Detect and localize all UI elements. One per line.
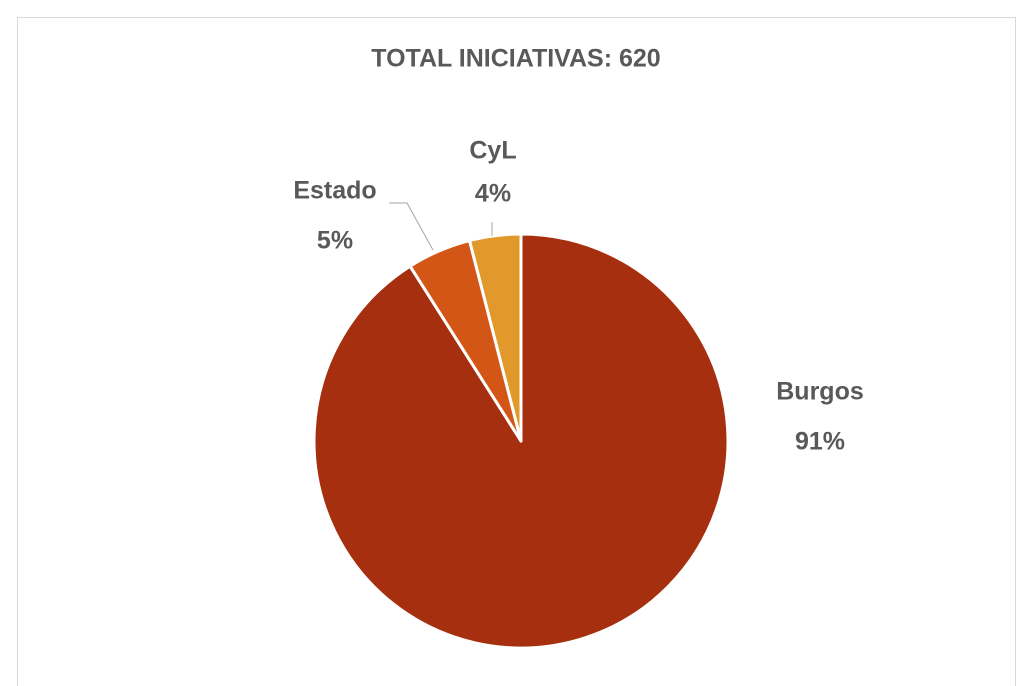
slice-label: CyL [469, 137, 516, 165]
leader-line [389, 202, 434, 251]
slice-value-label: 91% [795, 428, 845, 456]
slice-label: Burgos [776, 378, 864, 406]
chart-title: TOTAL INICIATIVAS: 620 [371, 45, 660, 73]
slice-value-label: 5% [317, 227, 353, 255]
pie-slice [468, 232, 523, 443]
slice-label: Estado [293, 177, 376, 205]
slice-value-label: 4% [475, 180, 511, 208]
